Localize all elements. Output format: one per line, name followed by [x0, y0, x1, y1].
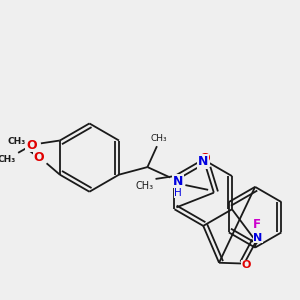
- Text: O: O: [242, 260, 251, 271]
- Text: O: O: [26, 139, 37, 152]
- Text: CH₃: CH₃: [7, 137, 25, 146]
- Text: N: N: [172, 175, 183, 188]
- Text: N: N: [198, 155, 208, 168]
- Text: H: H: [174, 188, 182, 198]
- Text: CH₃: CH₃: [135, 181, 153, 190]
- Text: O: O: [34, 151, 44, 164]
- Text: F: F: [253, 218, 261, 231]
- Text: N: N: [253, 232, 262, 243]
- Text: O: O: [199, 152, 210, 165]
- Text: CH₃: CH₃: [151, 134, 167, 143]
- Text: CH₃: CH₃: [0, 155, 16, 164]
